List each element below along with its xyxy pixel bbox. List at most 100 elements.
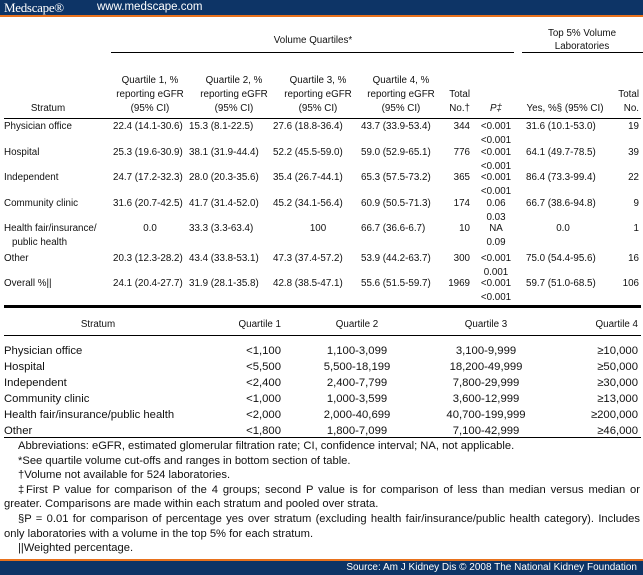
cell-q1: 0.0 xyxy=(143,223,157,234)
footer-bar xyxy=(0,561,643,575)
cell-q4: 65.3 (57.5-73.2) xyxy=(361,172,431,183)
cell-q4: 66.7 (36.6-6.7) xyxy=(361,223,426,234)
row-stratum: Health fair/insurance/ xyxy=(4,223,97,234)
medscape-logo[interactable]: Medscape® xyxy=(4,0,64,15)
cell-quartile-1: <1,100 xyxy=(246,345,281,357)
footnote-double-dagger: ‡First P value for comparison of the 4 g… xyxy=(4,483,640,511)
cell-p-value: <0.001 xyxy=(480,278,512,289)
cell-quartile-4: ≥46,000 xyxy=(597,425,638,437)
thick-rule xyxy=(4,305,641,308)
cell-q3: 52.2 (45.5-59.0) xyxy=(273,147,343,158)
rule xyxy=(111,52,514,53)
cell-p-value: <0.001 xyxy=(480,147,512,158)
cell-total: 174 xyxy=(453,198,470,209)
cell-quartile-2: 1,000-3,599 xyxy=(326,393,388,405)
rule xyxy=(4,335,641,336)
cell-q4: 55.6 (51.5-59.7) xyxy=(361,278,431,289)
row-stratum: public health xyxy=(12,237,68,248)
cell-q3: 100 xyxy=(309,223,327,234)
row-stratum: Community clinic xyxy=(4,198,79,209)
footnotes: Abbreviations: eGFR, estimated glomerula… xyxy=(4,439,640,556)
cell-quartile-2: 2,000-40,699 xyxy=(323,409,391,421)
column-header-q1: reporting eGFR xyxy=(116,89,184,100)
cell-p-value-median: 0.001 xyxy=(483,267,509,278)
cell-total-top5: 1 xyxy=(633,223,639,234)
cell-q2: 28.0 (20.3-35.6) xyxy=(189,172,259,183)
cell-p-value: <0.001 xyxy=(480,172,512,183)
cell-total: 300 xyxy=(453,253,470,264)
cell-total-top5: 22 xyxy=(628,172,639,183)
cell-quartile-1: <2,000 xyxy=(246,409,281,421)
cell-p-value-median: <0.001 xyxy=(480,186,512,197)
cell-q4: 53.9 (44.2-63.7) xyxy=(361,253,431,264)
column-header-q2: Quartile 2, % xyxy=(205,75,263,86)
cell-yes: 66.7 (38.6-94.8) xyxy=(526,198,596,209)
cell-q1: 20.3 (12.3-28.2) xyxy=(113,253,183,264)
cell-total-top5: 106 xyxy=(622,278,639,289)
rule xyxy=(4,437,641,438)
cell-quartile-4: ≥200,000 xyxy=(590,409,638,421)
cell-total-top5: 19 xyxy=(628,121,639,132)
site-url[interactable]: www.medscape.com xyxy=(97,1,203,13)
footnote-weighted: ||Weighted percentage. xyxy=(18,542,134,555)
cell-quartile-1: <1,000 xyxy=(246,393,281,405)
column-header-q3: Quartile 3, % xyxy=(289,75,347,86)
footnote-abbreviations: Abbreviations: eGFR, estimated glomerula… xyxy=(18,440,515,452)
cell-total: 10 xyxy=(459,223,470,234)
row-stratum: Overall %|| xyxy=(4,278,52,289)
row-stratum: Independent xyxy=(4,377,67,389)
cell-quartile-3: 3,600-12,999 xyxy=(452,393,520,405)
cell-p-value-median: 0.09 xyxy=(486,237,506,248)
cell-total: 365 xyxy=(453,172,470,183)
column-header: Quartile 1 xyxy=(238,319,281,330)
column-header-q4: Quartile 4, % xyxy=(372,75,430,86)
cell-quartile-2: 1,800-7,099 xyxy=(326,425,388,437)
column-header: Quartile 4 xyxy=(595,319,638,330)
row-stratum: Other xyxy=(4,425,33,437)
cell-q4: 43.7 (33.9-53.4) xyxy=(361,121,431,132)
column-header-q2: reporting eGFR xyxy=(200,89,268,100)
column-header-total-top5: No. xyxy=(623,103,639,114)
cell-p-value: <0.001 xyxy=(480,121,512,132)
cell-yes: 64.1 (49.7-78.5) xyxy=(526,147,596,158)
cell-quartile-2: 2,400-7,799 xyxy=(326,377,388,389)
cell-q3: 35.4 (26.7-44.1) xyxy=(273,172,343,183)
cell-yes: 0.0 xyxy=(556,223,570,234)
column-header-stratum: Stratum xyxy=(30,103,66,114)
column-header-total: Total xyxy=(449,89,470,100)
column-header-q3: reporting eGFR xyxy=(284,89,352,100)
cell-total: 344 xyxy=(453,121,470,132)
cell-yes: 86.4 (73.3-99.4) xyxy=(526,172,596,183)
cell-q1: 22.4 (14.1-30.6) xyxy=(113,121,183,132)
column-header-total: No.† xyxy=(449,103,470,114)
cell-q4: 60.9 (50.5-71.3) xyxy=(361,198,431,209)
cell-quartile-2: 1,100-3,099 xyxy=(326,345,388,357)
cell-total: 776 xyxy=(453,147,470,158)
group-header-volume-quartiles: Volume Quartiles* xyxy=(273,35,353,46)
column-header-q3: (95% CI) xyxy=(298,103,338,114)
cell-p-value-median: <0.001 xyxy=(480,292,512,303)
cell-p-value: NA xyxy=(489,223,503,234)
row-stratum: Physician office xyxy=(4,121,72,132)
cell-q1: 24.7 (17.2-32.3) xyxy=(113,172,183,183)
cell-q1: 25.3 (19.6-30.9) xyxy=(113,147,183,158)
footnote-section: §P = 0.01 for comparison of percentage y… xyxy=(4,512,640,540)
cell-q2: 31.9 (28.1-35.8) xyxy=(189,278,259,289)
column-header-q1: Quartile 1, % xyxy=(121,75,179,86)
cell-quartile-1: <2,400 xyxy=(246,377,281,389)
group-header-top5: Top 5% Volume xyxy=(547,28,617,39)
cell-quartile-3: 18,200-49,999 xyxy=(449,361,523,373)
row-stratum: Health fair/insurance/public health xyxy=(4,409,175,421)
column-header-q1: (95% CI) xyxy=(130,103,170,114)
cell-p-value: 0.06 xyxy=(486,198,506,209)
cell-q2: 15.3 (8.1-22.5) xyxy=(189,121,254,132)
row-stratum: Hospital xyxy=(4,361,45,373)
cell-total: 1969 xyxy=(448,278,470,289)
rule xyxy=(4,118,641,119)
header-bar xyxy=(0,0,643,15)
cell-q3: 47.3 (37.4-57.2) xyxy=(273,253,343,264)
cell-quartile-3: 7,100-42,999 xyxy=(452,425,520,437)
cell-q4: 59.0 (52.9-65.1) xyxy=(361,147,431,158)
cell-quartile-1: <1,800 xyxy=(246,425,281,437)
cell-q1: 31.6 (20.7-42.5) xyxy=(113,198,183,209)
